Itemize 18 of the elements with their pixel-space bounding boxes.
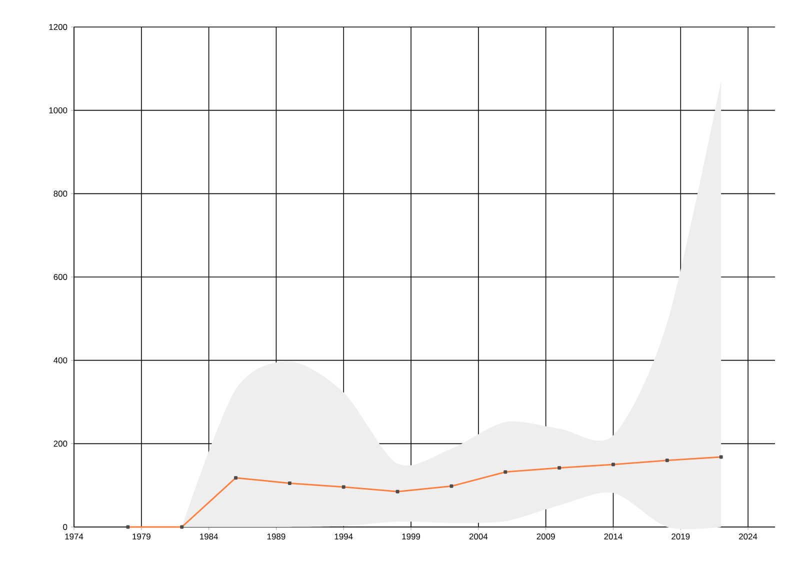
y-tick-label: 600 [54, 274, 68, 280]
x-tick-label: 1974 [65, 534, 84, 540]
y-tick-label: 1200 [49, 24, 68, 30]
x-tick-label: 1979 [132, 534, 150, 540]
y-tick-label: 1000 [49, 107, 68, 114]
y-tick-label: 200 [54, 440, 68, 447]
x-tick-label: 2014 [604, 534, 622, 540]
x-tick-label: 2004 [469, 534, 488, 540]
x-tick-label: 1999 [402, 534, 420, 540]
y-tick-label: 0 [63, 524, 68, 530]
x-tick-label: 2024 [739, 534, 758, 540]
x-tick-label: 2019 [672, 534, 690, 540]
x-tick-label: 2009 [536, 534, 555, 540]
x-tick-label: 1994 [334, 534, 353, 540]
x-tick-label: 1984 [200, 534, 218, 540]
y-tick-label: 800 [54, 190, 68, 197]
x-tick-label: 1989 [267, 534, 286, 540]
y-tick-label: 400 [54, 357, 68, 364]
